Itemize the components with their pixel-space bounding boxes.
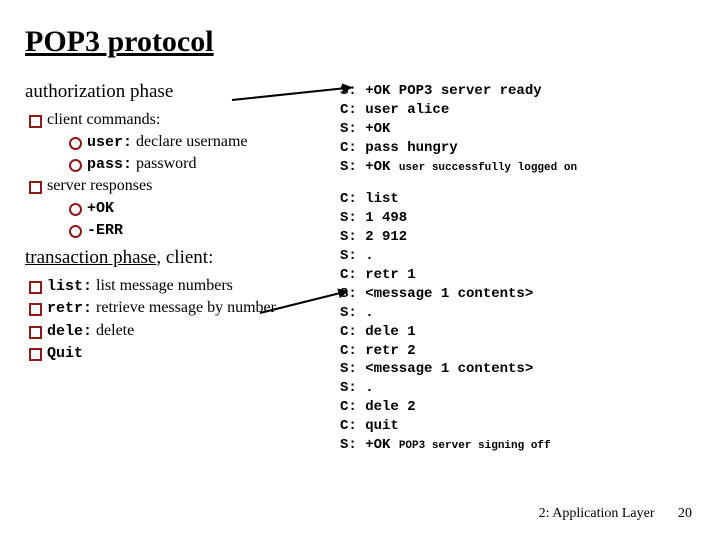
client-commands-label: client commands: [47,111,160,128]
chapter-label: 2: Application Layer [539,506,655,521]
dele-desc: delete [92,322,134,339]
retr-cmd-item: retr: retrieve message by number [29,297,330,319]
auth-phase-heading: authorization phase [25,81,330,103]
page-number: 20 [678,506,692,521]
trans-phase-a: transaction phase [25,247,156,268]
client-commands-sublist: user: declare username pass: password [47,131,330,176]
dele-cmd: dele: [47,323,92,340]
retr-cmd: retr: [47,300,92,317]
slide-footer: 2: Application Layer 20 [539,506,692,522]
content-columns: authorization phase client commands: use… [25,77,695,455]
list-cmd-item: list: list message numbers [29,275,330,297]
left-column: authorization phase client commands: use… [25,77,330,455]
dele-cmd-item: dele: delete [29,320,330,342]
trans-phase-b: , client: [156,247,213,268]
user-cmd-item: user: declare username [69,131,330,153]
trans-list: list: list message numbers retr: retriev… [25,275,330,364]
trans-session-code: C: list S: 1 498 S: 2 912 S: . C: retr 1… [340,190,695,454]
code-gap [340,176,695,190]
client-commands-item: client commands: user: declare username … [29,109,330,175]
err-item: -ERR [69,219,330,241]
right-column: S: +OK POP3 server ready C: user alice S… [340,77,695,455]
pass-cmd-item: pass: password [69,153,330,175]
slide-title: POP3 protocol [25,25,695,59]
trans-phase-heading: transaction phase, client: [25,247,330,269]
auth-list: client commands: user: declare username … [25,109,330,241]
auth-code-small: user successfully logged on [399,162,577,174]
server-responses-sublist: +OK -ERR [47,197,330,242]
server-responses-item: server responses +OK -ERR [29,175,330,241]
quit-cmd-item: Quit [29,342,330,364]
list-desc: list message numbers [92,277,233,294]
user-desc: declare username [132,133,247,150]
retr-desc: retrieve message by number [92,299,276,316]
ok-item: +OK [69,197,330,219]
trans-code-main: C: list S: 1 498 S: 2 912 S: . C: retr 1… [340,191,533,453]
auth-session-code: S: +OK POP3 server ready C: user alice S… [340,82,695,176]
err-text: -ERR [87,222,123,239]
user-cmd: user: [87,134,132,151]
list-cmd: list: [47,278,92,295]
trans-code-small: POP3 server signing off [399,440,551,452]
server-responses-label: server responses [47,177,152,194]
pass-desc: password [132,155,196,172]
auth-phase-text: authorization phase [25,81,173,102]
ok-text: +OK [87,200,114,217]
pass-cmd: pass: [87,156,132,173]
quit-cmd: Quit [47,345,83,362]
